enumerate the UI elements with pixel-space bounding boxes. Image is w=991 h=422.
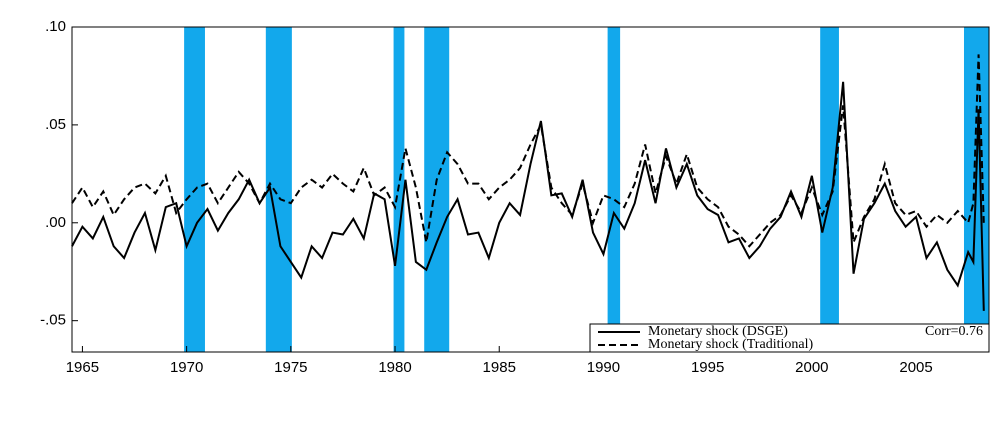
x-tick-label: 1970 bbox=[170, 359, 203, 376]
legend-box bbox=[589, 323, 990, 353]
y-tick-label: -.05 bbox=[40, 312, 66, 329]
x-tick-label: 1995 bbox=[691, 359, 724, 376]
recession-band bbox=[820, 27, 839, 352]
y-tick-label: .00 bbox=[45, 214, 66, 231]
x-tick-label: 1965 bbox=[66, 359, 99, 376]
plot-frame bbox=[71, 26, 990, 353]
x-tick-label: 1980 bbox=[378, 359, 411, 376]
recession-band bbox=[424, 27, 450, 352]
x-tick-label: 1985 bbox=[483, 359, 516, 376]
x-tick-label: 1975 bbox=[274, 359, 307, 376]
series-line bbox=[71, 81, 985, 311]
recession-band bbox=[607, 27, 621, 352]
x-tick-label: 2005 bbox=[899, 359, 932, 376]
x-tick-label: 2000 bbox=[795, 359, 828, 376]
annotation: Corr=0.76 bbox=[925, 324, 983, 339]
legend-label: Monetary shock (Traditional) bbox=[648, 337, 813, 352]
y-tick-label: .10 bbox=[45, 18, 66, 35]
x-tick-label: 1990 bbox=[587, 359, 620, 376]
series-line bbox=[71, 54, 985, 248]
legend-label: Monetary shock (DSGE) bbox=[648, 324, 788, 339]
y-tick-label: .05 bbox=[45, 116, 66, 133]
